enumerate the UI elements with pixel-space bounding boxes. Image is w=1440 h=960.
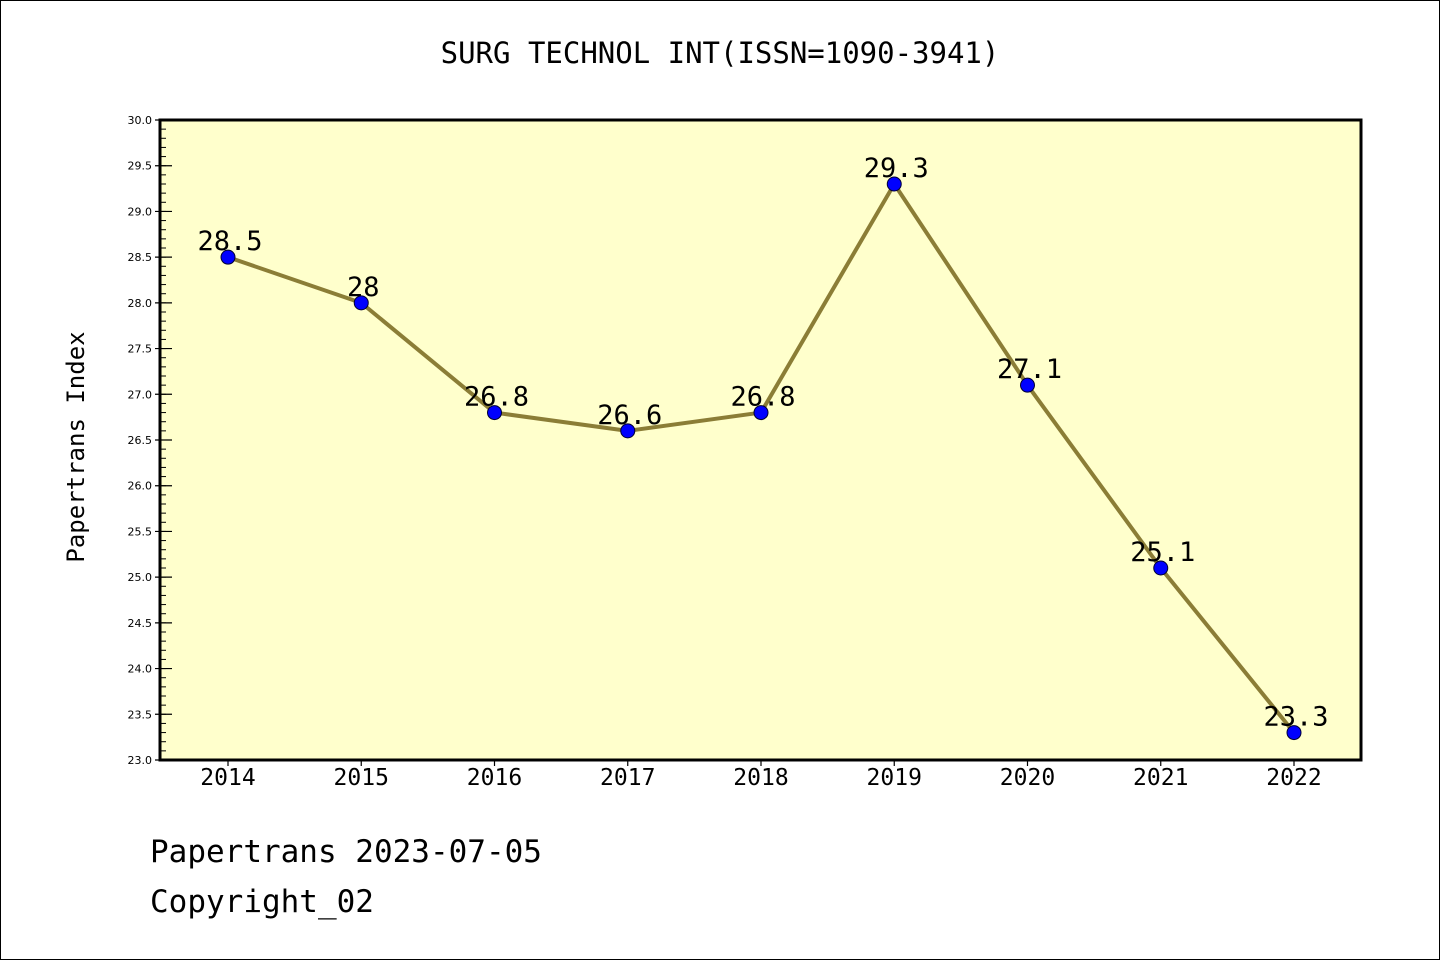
x-tick-label: 2016 xyxy=(467,765,522,791)
x-axis: 2014 2015 2016 2017 2018 2019 2020 2021 2022 xyxy=(200,760,1322,791)
y-tick-label: 23.0 xyxy=(128,754,153,767)
data-point xyxy=(620,423,636,439)
x-tick-label: 2020 xyxy=(1000,765,1055,791)
x-tick-label: 2022 xyxy=(1266,765,1321,791)
data-label: 25.1 xyxy=(1130,537,1195,568)
footer-date: Papertrans 2023-07-05 xyxy=(150,834,542,870)
data-point xyxy=(1153,560,1169,576)
y-tick-label: 27.5 xyxy=(128,343,153,356)
y-tick-label: 27.0 xyxy=(128,388,153,401)
data-point xyxy=(1020,377,1035,393)
data-label: 29.3 xyxy=(864,153,929,184)
y-tick-label: 25.5 xyxy=(128,525,153,538)
data-point xyxy=(886,176,902,192)
data-point xyxy=(353,295,369,311)
chart-title: SURG TECHNOL INT(ISSN=1090-3941) xyxy=(440,36,1000,70)
data-point xyxy=(753,405,769,421)
data-label: 26.6 xyxy=(597,400,662,431)
x-tick-label: 2019 xyxy=(867,765,922,791)
data-label: 26.8 xyxy=(464,382,529,413)
data-labels: 28.5 28 26.8 26.6 26.8 29.3 27.1 25.1 23.3 xyxy=(197,153,1328,733)
y-tick-label: 26.5 xyxy=(128,434,153,447)
data-label: 28 xyxy=(347,272,380,303)
data-point xyxy=(220,249,236,265)
y-axis: 23.0 23.5 24.0 24.5 25.0 25.5 26.0 26.5 27.0 27.5… xyxy=(128,114,172,767)
x-tick-label: 2017 xyxy=(600,765,655,791)
y-tick-label: 28.0 xyxy=(128,297,153,310)
x-tick-label: 2015 xyxy=(334,765,389,791)
y-tick-label: 30.0 xyxy=(128,114,153,127)
data-label: 23.3 xyxy=(1263,702,1328,733)
x-tick-label: 2014 xyxy=(200,765,255,791)
y-tick-label: 28.5 xyxy=(128,251,153,264)
y-tick-label: 23.5 xyxy=(128,708,153,721)
y-tick-label: 24.5 xyxy=(128,617,153,630)
data-label: 27.1 xyxy=(997,354,1062,385)
data-point xyxy=(1286,725,1302,741)
y-tick-label: 29.5 xyxy=(128,160,153,173)
data-label: 26.8 xyxy=(730,382,795,413)
plot-area xyxy=(160,120,1361,760)
y-tick-label: 29.0 xyxy=(128,205,153,218)
x-tick-label: 2018 xyxy=(733,765,788,791)
data-point xyxy=(487,405,502,421)
x-tick-label: 2021 xyxy=(1133,765,1188,791)
y-tick-label: 24.0 xyxy=(128,663,153,676)
y-tick-label: 26.0 xyxy=(128,480,153,493)
data-label: 28.5 xyxy=(197,226,262,257)
plot-border xyxy=(158,118,1363,762)
y-tick-label: 25.0 xyxy=(128,571,153,584)
series-markers xyxy=(220,176,1302,741)
footer-copyright: Copyright_02 xyxy=(150,884,374,920)
